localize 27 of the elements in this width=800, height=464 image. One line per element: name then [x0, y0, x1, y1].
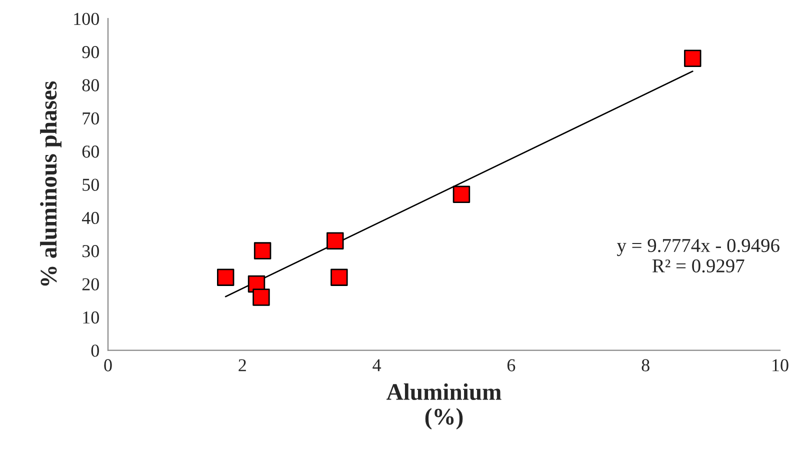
point [254, 242, 272, 260]
x-tick-label: 0 [104, 359, 112, 372]
x-tick-label: 6 [507, 359, 516, 372]
annotation: y = 9.7774x - 0.9496 R² = 0.9297 [616, 238, 780, 273]
y-axis-title: % aluminous phases [40, 81, 62, 286]
point [452, 186, 470, 204]
x-tick-label: 2 [238, 359, 246, 372]
y-tick-label: 40 [82, 212, 99, 224]
y-tick-label: 10 [83, 311, 99, 324]
point [684, 50, 702, 67]
y-tick-label: 90 [82, 46, 99, 58]
point [252, 288, 270, 306]
y-tick-label: 100 [74, 12, 99, 25]
x-axis-title: Aluminium (%) [386, 383, 502, 430]
y-tick-label: 50 [82, 178, 99, 191]
x-tick-label: 8 [642, 359, 650, 372]
y-tick-label: 0 [91, 344, 99, 357]
y-tick-label: 20 [82, 278, 99, 290]
point [216, 268, 234, 286]
y-tick-label: 70 [82, 112, 99, 125]
y-tick-label: 80 [82, 79, 99, 92]
y-tick-label: 30 [82, 245, 99, 258]
x-tick-label: 10 [772, 359, 788, 372]
y-tick-label: 60 [82, 146, 99, 158]
point [326, 232, 344, 250]
x-tick-label: 4 [372, 359, 382, 372]
point [330, 268, 348, 286]
